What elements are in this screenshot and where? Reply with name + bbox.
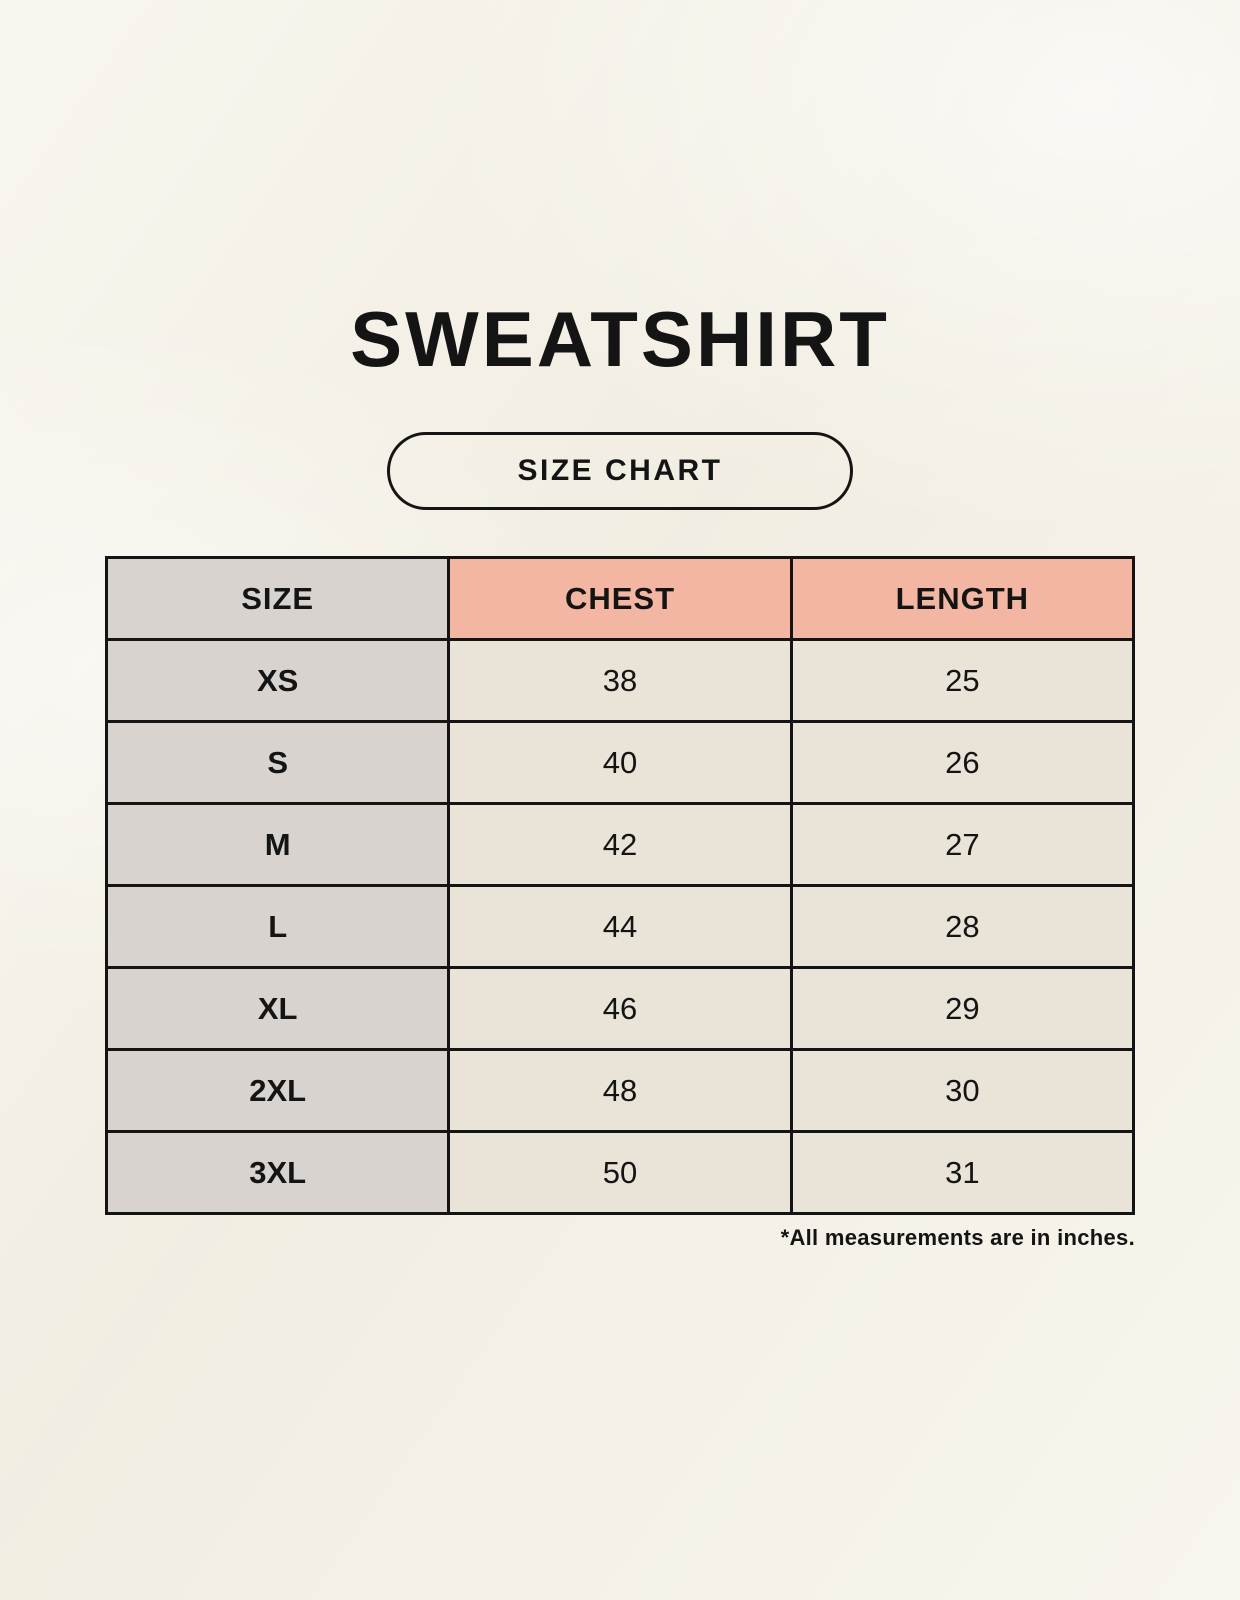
- column-header-chest: CHEST: [447, 556, 793, 641]
- chest-value: 42: [447, 802, 793, 887]
- chest-value: 50: [447, 1130, 793, 1215]
- size-chart-button-label: SIZE CHART: [517, 454, 723, 487]
- table-row: S 40 26: [104, 720, 1136, 805]
- column-header-size: SIZE: [104, 556, 451, 641]
- size-label: 3XL: [104, 1130, 451, 1215]
- column-header-length: LENGTH: [789, 556, 1136, 641]
- measurements-footnote: *All measurements are in inches.: [780, 1225, 1135, 1250]
- table-row: L 44 28: [104, 884, 1136, 969]
- chest-value: 40: [447, 720, 793, 805]
- length-value: 27: [789, 802, 1136, 887]
- chest-value: 44: [447, 884, 793, 969]
- table-header-row: SIZE CHEST LENGTH: [104, 556, 1136, 641]
- chest-value: 46: [447, 966, 793, 1051]
- size-label: M: [104, 802, 451, 887]
- size-label: 2XL: [104, 1048, 451, 1133]
- size-label: XS: [104, 638, 451, 723]
- table-row: 2XL 48 30: [104, 1048, 1136, 1133]
- chest-value: 38: [447, 638, 793, 723]
- page-title: SWEATSHIRT: [350, 295, 890, 383]
- size-chart-button[interactable]: SIZE CHART: [387, 432, 853, 510]
- size-chart-page: SWEATSHIRT SIZE CHART SIZE CHEST LENGTH …: [104, 295, 1136, 1250]
- length-value: 28: [789, 884, 1136, 969]
- length-value: 29: [789, 966, 1136, 1051]
- table-row: XL 46 29: [104, 966, 1136, 1051]
- length-value: 31: [789, 1130, 1136, 1215]
- length-value: 25: [789, 638, 1136, 723]
- table-row: M 42 27: [104, 802, 1136, 887]
- size-label: S: [104, 720, 451, 805]
- table-row: 3XL 50 31: [104, 1130, 1136, 1215]
- length-value: 30: [789, 1048, 1136, 1133]
- length-value: 26: [789, 720, 1136, 805]
- table-row: XS 38 25: [104, 638, 1136, 723]
- chest-value: 48: [447, 1048, 793, 1133]
- size-label: XL: [104, 966, 451, 1051]
- size-label: L: [104, 884, 451, 969]
- size-table: SIZE CHEST LENGTH XS 38 25 S 40 26 M 42 …: [104, 556, 1136, 1215]
